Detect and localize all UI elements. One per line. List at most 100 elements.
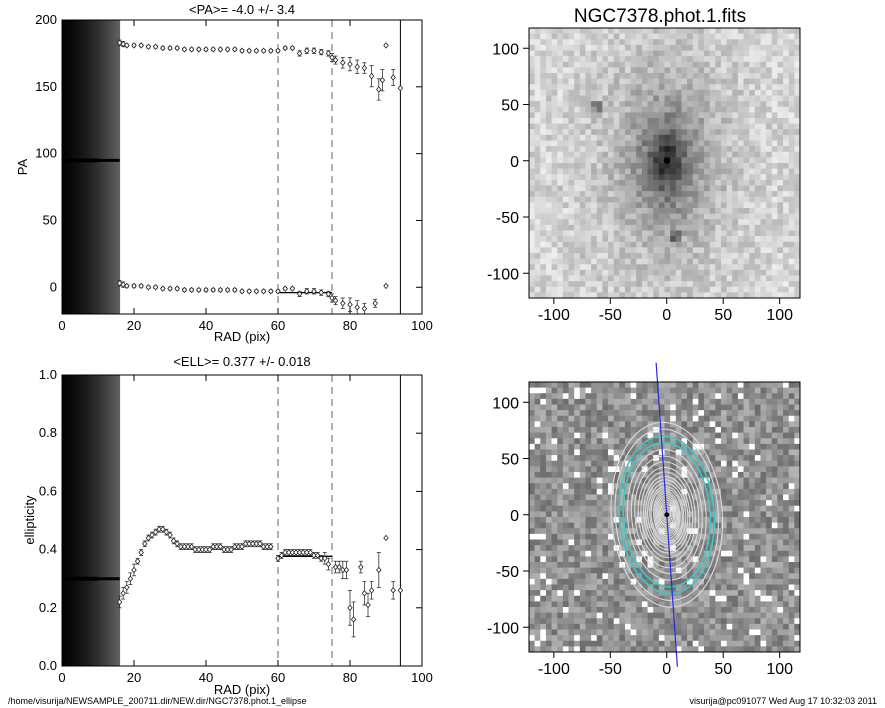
shaded-band [105, 375, 108, 666]
shaded-band [113, 20, 116, 314]
isophote-ellipses [610, 362, 724, 667]
ellipticity-plot-frame [61, 374, 423, 667]
data-point [383, 42, 389, 49]
x-tick-label: 100 [766, 307, 793, 324]
data-point [358, 560, 364, 574]
data-point [116, 280, 123, 287]
ellipticity-x-label: RAD (pix) [214, 682, 270, 697]
shaded-band [103, 20, 106, 314]
y-tick-label: 100 [492, 395, 519, 412]
shaded-band [96, 20, 99, 314]
data-point [300, 549, 306, 556]
galaxy-image-axis-ticks: -100 -50 0 50 100 100 50 0 -50 -100 [487, 41, 793, 324]
data-point [232, 46, 238, 53]
shaded-band [92, 20, 95, 314]
data-point [304, 47, 310, 54]
data-point [397, 84, 404, 92]
x-tick-label: 80 [343, 318, 357, 333]
data-point [376, 552, 382, 588]
data-point [361, 302, 368, 315]
shaded-band [95, 20, 98, 314]
shaded-band [95, 375, 98, 666]
shaded-band [109, 375, 112, 666]
data-point [124, 581, 130, 594]
data-point [232, 543, 238, 550]
ellipticity-y-label: ellipticity [22, 495, 37, 545]
shaded-band [66, 20, 69, 314]
shaded-band [76, 375, 79, 666]
data-point [196, 286, 202, 294]
footer-timestamp: visurija@pc091077 Wed Aug 17 10:32:03 20… [690, 696, 877, 706]
shaded-band [66, 375, 69, 666]
data-point [131, 42, 137, 49]
data-point [286, 549, 292, 556]
shaded-band [63, 20, 66, 314]
data-point [149, 531, 155, 539]
data-point [318, 555, 324, 562]
y-tick-label: 0.0 [39, 658, 57, 673]
data-point [390, 69, 396, 86]
data-point [368, 581, 375, 600]
data-point [160, 285, 166, 292]
data-point [307, 549, 314, 556]
y-tick-label: 0.2 [39, 600, 57, 615]
shaded-band [77, 375, 80, 666]
shaded-band [102, 20, 105, 314]
data-point [239, 47, 245, 54]
shaded-band [115, 20, 118, 314]
shaded-band [116, 375, 119, 666]
data-point [203, 46, 209, 53]
data-point [199, 546, 206, 553]
data-point [188, 543, 195, 550]
x-tick-label: 50 [714, 307, 732, 324]
data-point [257, 540, 263, 548]
data-point [264, 543, 270, 550]
data-point [203, 286, 209, 294]
shaded-band [74, 375, 77, 666]
pa-data-points [116, 39, 404, 315]
shaded-band [109, 20, 112, 314]
y-tick-label: 50 [43, 212, 57, 227]
data-point [332, 560, 339, 574]
x-tick-label: 0 [662, 307, 671, 324]
isophote-image-axis-ticks: -100 -50 0 50 100 100 50 0 -50 -100 [487, 395, 793, 678]
y-tick-label: 100 [35, 146, 57, 161]
shaded-band [102, 375, 105, 666]
shaded-band [90, 20, 93, 314]
shaded-band [86, 375, 89, 666]
shaded-band [62, 20, 64, 314]
shaded-band [85, 20, 87, 314]
galaxy-image-panel: NGC7378.phot.1.fits -100 -50 0 50 100100500-… [487, 6, 801, 324]
footer-path: /home/visurija/NEWSAMPLE_200711.dir/NEW.… [8, 696, 306, 706]
data-point [228, 546, 234, 553]
data-point [383, 282, 389, 290]
ellipticity-panel: 0 20 40 60 80 100 0.0 0.2 0.4 0.6 0.8 1.0 <ELL>= 0.… [22, 354, 433, 697]
shaded-band [103, 375, 106, 666]
shaded-band [96, 375, 99, 666]
x-tick-label: -100 [538, 307, 570, 324]
data-point [246, 288, 252, 295]
y-tick-label: 1.0 [39, 367, 57, 382]
data-point [210, 46, 216, 53]
pa-title: <PA>= -4.0 +/- 3.4 [189, 2, 295, 17]
data-point [196, 546, 202, 553]
data-point [336, 560, 342, 574]
shaded-band [80, 375, 83, 666]
data-point [304, 288, 310, 295]
pa-plot-frame [61, 19, 423, 315]
shaded-band [80, 20, 83, 314]
shaded-band [70, 20, 73, 314]
data-point [354, 300, 360, 315]
pa-axis-ticks: 0 20 40 60 80 100 0 50 100 150 200 [35, 12, 433, 333]
data-point [152, 528, 159, 536]
shaded-band [99, 375, 102, 666]
data-point [170, 537, 177, 545]
pa-panel: 0 20 40 60 80 100 0 50 100 150 200 <PA>= -4.0 +/- … [15, 2, 433, 344]
shaded-band [87, 20, 90, 314]
data-point [134, 557, 141, 565]
y-tick-label: 0 [50, 279, 57, 294]
data-point [282, 549, 288, 556]
x-tick-label: 40 [199, 670, 213, 685]
y-tick-label: 0 [510, 154, 519, 171]
x-tick-label: -50 [599, 307, 622, 324]
